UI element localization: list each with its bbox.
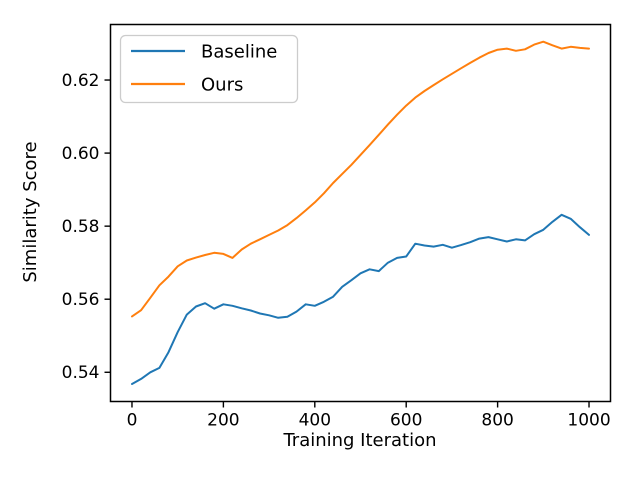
y-tick-label: 0.56 xyxy=(62,290,100,310)
x-tick-label: 600 xyxy=(390,411,422,431)
legend-label-baseline: Baseline xyxy=(201,41,277,62)
y-tick-label: 0.58 xyxy=(62,217,100,237)
x-axis-label: Training Iteration xyxy=(282,430,436,451)
series-lines xyxy=(131,40,590,385)
x-tick-label: 0 xyxy=(127,411,138,431)
y-axis-label: Similarity Score xyxy=(20,141,41,282)
legend-entries: Baseline Ours xyxy=(131,41,277,95)
legend: Baseline Ours xyxy=(119,34,299,104)
y-tick-label: 0.62 xyxy=(62,71,100,91)
x-tick-label: 1000 xyxy=(567,411,610,431)
x-tick-label: 400 xyxy=(299,411,331,431)
y-tick-label: 0.60 xyxy=(62,144,100,164)
y-tick-label: 0.54 xyxy=(62,363,100,383)
y-axis: 0.54 0.56 0.58 0.60 0.62 xyxy=(62,71,111,383)
legend-box xyxy=(119,34,299,104)
legend-label-ours: Ours xyxy=(201,74,243,95)
x-tick-label: 800 xyxy=(481,411,513,431)
series-line-ours xyxy=(131,40,590,318)
x-tick-label: 200 xyxy=(207,411,239,431)
x-axis: 0 200 400 600 800 1000 xyxy=(127,401,611,431)
series-line-baseline xyxy=(131,213,590,385)
